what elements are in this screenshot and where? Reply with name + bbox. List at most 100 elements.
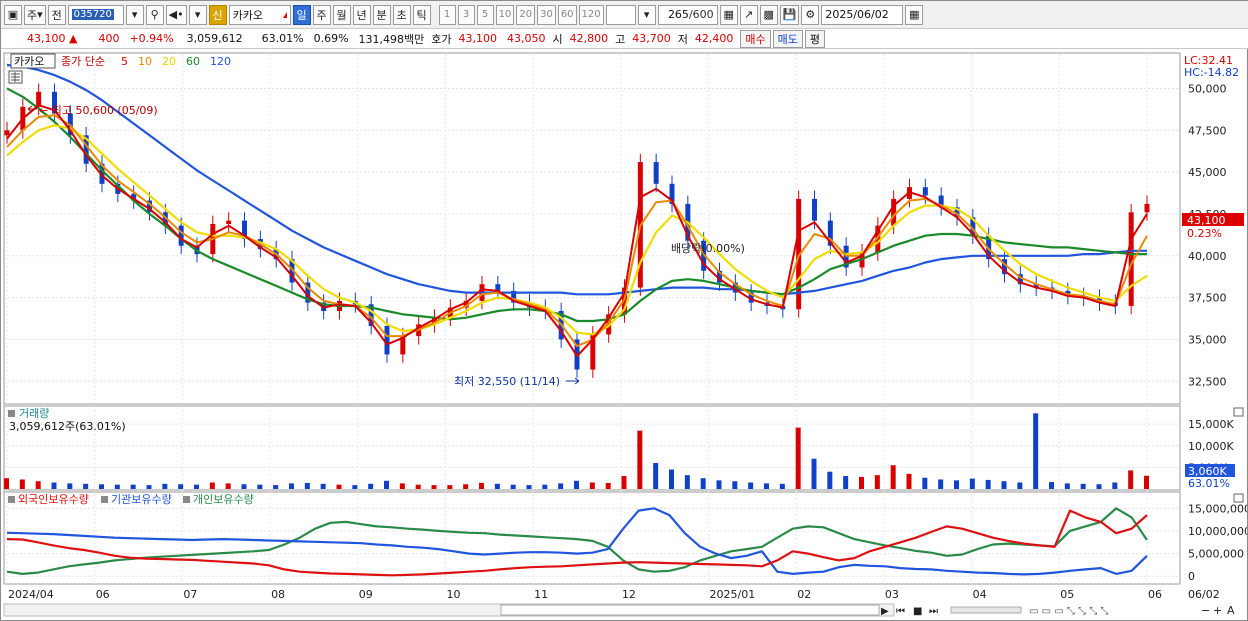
holding-panel-close-icon[interactable] <box>1233 493 1244 503</box>
candle-body <box>511 290 517 303</box>
date-tick-label: 03 <box>885 588 899 601</box>
tab-tick[interactable]: 틱 <box>412 4 431 25</box>
tab-minute[interactable]: 분 <box>372 4 391 25</box>
volume-bar <box>510 484 516 489</box>
volume-bar <box>1001 481 1007 489</box>
stop-icon[interactable]: ■ <box>913 606 922 617</box>
date-input[interactable]: 2025/06/02 <box>821 4 904 25</box>
zoom-in-icon[interactable]: + <box>1213 604 1222 617</box>
calendar-icon[interactable]: ▦ <box>905 4 924 25</box>
candle-body <box>368 304 374 327</box>
zoom-out-icon[interactable]: − <box>1201 604 1210 617</box>
stock-name-value: 카카오 <box>232 8 263 22</box>
window-icon[interactable]: ▣ <box>4 4 22 25</box>
scroll-right-icon[interactable]: ▶ <box>881 606 889 617</box>
layout-icon[interactable]: ▩ <box>759 4 778 25</box>
volume-bar <box>1080 483 1086 489</box>
interval-custom-input[interactable] <box>605 4 636 25</box>
candle-body <box>1017 274 1023 285</box>
interval-10[interactable]: 10 <box>495 4 515 25</box>
search-icon[interactable]: ⚲ <box>145 4 164 25</box>
date-tick-label: 04 <box>973 588 987 601</box>
stock-code-input[interactable]: 035720 <box>67 4 124 25</box>
volume-bar <box>368 483 374 489</box>
period-main-select[interactable]: 주 ▾ <box>24 4 46 25</box>
holding-legend-marker <box>183 496 190 503</box>
candle-body <box>653 162 659 184</box>
date-tick-label: 10 <box>446 588 460 601</box>
chart-tool-icons[interactable]: ▭ ▭ ▭ ⤡ ⤡ ⤡ ⤡ <box>1029 606 1108 617</box>
interval-3[interactable]: 3 <box>457 4 475 25</box>
volume-bar <box>874 475 880 489</box>
bottom-scroll-bar[interactable] <box>3 603 895 617</box>
save-icon[interactable]: 💾 <box>779 4 800 25</box>
date-tick-label: 06 <box>1148 588 1162 601</box>
sell-button[interactable]: 매도 <box>772 29 803 48</box>
date-tick-label: 12 <box>622 588 636 601</box>
first-page-icon[interactable]: ⏮ <box>896 606 905 617</box>
buy-button[interactable]: 매수 <box>740 29 771 48</box>
tab-week[interactable]: 주 <box>312 4 331 25</box>
volume-bar <box>51 482 57 489</box>
institution-holding-line <box>6 507 1148 576</box>
volume-bar <box>415 484 421 489</box>
volume-bar <box>479 482 484 489</box>
tab-day[interactable]: 일 <box>292 4 311 25</box>
candle-body <box>970 217 976 236</box>
tab-second[interactable]: 초 <box>392 4 411 25</box>
interval-5[interactable]: 5 <box>476 4 494 25</box>
volume-bar <box>209 482 215 489</box>
volume-bar <box>1033 413 1039 489</box>
font-size-icon[interactable]: A <box>1227 604 1235 617</box>
sound-dropdown-icon[interactable]: ▾ <box>188 4 207 25</box>
tab-day-label: 일 <box>296 8 307 22</box>
price-change-pct: +0.94% <box>129 32 174 45</box>
volume-tick-label: 10,000K <box>1188 440 1234 453</box>
volume-bars <box>4 413 1149 489</box>
tab-year[interactable]: 년 <box>352 4 371 25</box>
prev-label: 전 <box>51 8 62 22</box>
candle-body <box>669 183 675 204</box>
interval-60[interactable]: 60 <box>557 4 577 25</box>
candle-body <box>701 240 707 271</box>
date-tick-label: 08 <box>271 588 285 601</box>
code-dropdown-icon[interactable]: ▾ <box>125 4 144 25</box>
date-tick-label: 09 <box>359 588 373 601</box>
holding-axis: 15,000,000 10,000,000 5,000,000 0 <box>1188 502 1247 583</box>
price-chart[interactable]: 50,00047,50045,00042,50040,00037,50035,0… <box>1 51 1247 621</box>
interval-120[interactable]: 120 <box>578 4 604 25</box>
interval-20[interactable]: 20 <box>516 4 536 25</box>
volume-panel-close-icon[interactable] <box>1233 407 1244 417</box>
candle-body <box>83 135 89 164</box>
tab-second-label: 초 <box>396 8 407 22</box>
holding-tick-label: 10,000,000 <box>1188 525 1247 538</box>
volume-bar <box>526 485 532 489</box>
stock-code-value: 035720 <box>71 9 114 20</box>
stock-name-box[interactable]: 카카오 <box>228 4 291 25</box>
interval-dropdown-icon[interactable]: ▾ <box>637 4 656 25</box>
holding-legend-marker <box>8 496 15 503</box>
credit-mark-badge: 신 <box>208 4 227 25</box>
interval-30[interactable]: 30 <box>537 4 556 25</box>
volume-bar <box>669 469 674 489</box>
scroll-thumb[interactable] <box>500 604 880 616</box>
candle-body <box>954 207 960 218</box>
candle-body <box>1128 212 1134 306</box>
date-tick-label: 02 <box>797 588 811 601</box>
speaker-icon[interactable]: ◀• <box>165 4 187 25</box>
zoom-slider[interactable] <box>950 606 1022 614</box>
interval-5-label: 5 <box>481 9 489 20</box>
interval-1[interactable]: 1 <box>438 4 456 25</box>
prev-button[interactable]: 전 <box>47 4 66 25</box>
current-pct-tag: 0.23% <box>1187 227 1222 240</box>
current-price-value: 43,100 <box>27 32 66 45</box>
bar-count-input[interactable]: 265/600 <box>657 4 718 25</box>
last-page-icon[interactable]: ⏭ <box>929 606 938 617</box>
eval-button[interactable]: 평 <box>804 29 826 48</box>
indicator-tool-icon[interactable]: ▦ <box>719 4 738 25</box>
volume-ratio: 63.01% <box>261 32 304 45</box>
gear-icon[interactable]: ⚙ <box>801 4 820 25</box>
drawing-tool-icon[interactable]: ↗ <box>739 4 758 25</box>
volume-tag-value: 3,060K <box>1188 465 1227 478</box>
tab-month[interactable]: 월 <box>332 4 351 25</box>
